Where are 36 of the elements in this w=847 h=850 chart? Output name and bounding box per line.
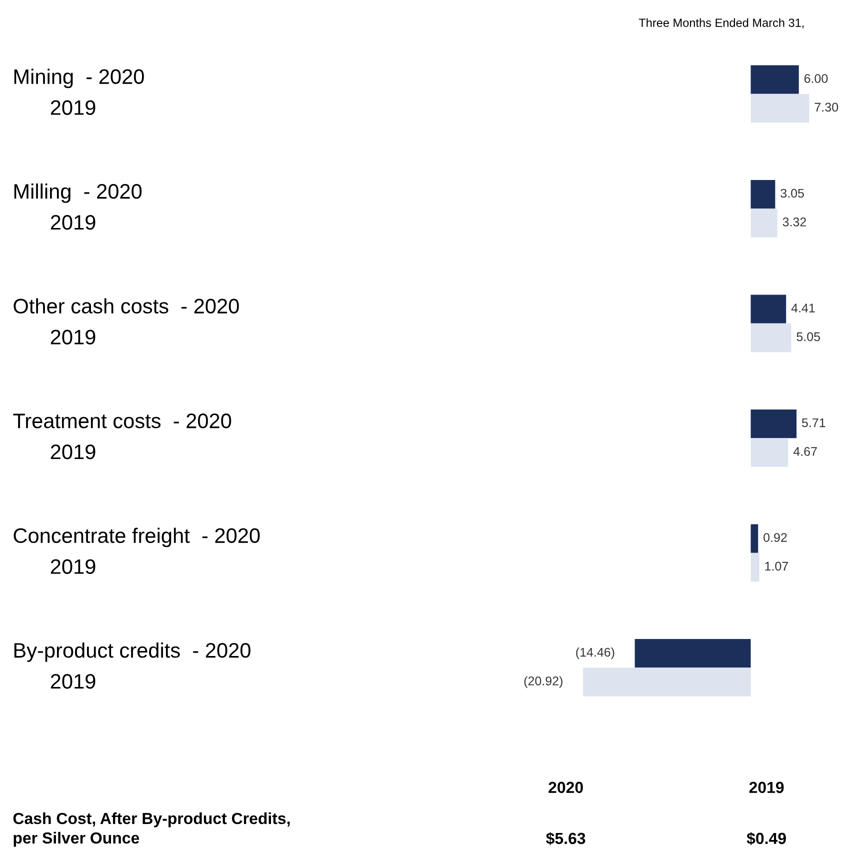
y-tick-label: Treatment costs - 2020 2019 — [13, 414, 232, 460]
data-label: 4.67 — [793, 447, 817, 456]
y-tick-label: Mining - 2020 2019 — [14, 68, 144, 116]
bar — [750, 409, 797, 438]
data-label: 3.05 — [780, 188, 804, 198]
bar — [750, 65, 799, 94]
text: Cash Cost, After By-product Credits, per Silver Ounce — [13, 812, 290, 847]
text: $5.63 — [546, 832, 586, 846]
bar — [634, 638, 751, 668]
bar — [750, 94, 810, 123]
text: $0.49 — [746, 832, 786, 846]
y-tick-label: Milling - 2020 2019 — [14, 183, 142, 230]
y-tick-label: Concentrate freight - 2020 2019 — [14, 528, 260, 574]
data-label: 4.41 — [791, 304, 815, 312]
data-label: 3.32 — [782, 218, 806, 226]
data-label: 6.00 — [804, 74, 828, 83]
bar — [750, 438, 788, 467]
data-label: 7.30 — [814, 102, 838, 112]
bar — [750, 208, 778, 238]
data-label: 0.92 — [764, 533, 787, 542]
bar — [750, 294, 786, 324]
data-label: (20.92) — [524, 676, 562, 688]
bar — [750, 552, 760, 582]
bar — [750, 180, 776, 209]
data-label: (14.46) — [576, 648, 614, 660]
text: Three Months Ended March 31, — [638, 18, 804, 28]
y-tick-label: By-product credits - 2020 2019 — [14, 642, 250, 689]
bar — [583, 668, 751, 696]
data-label: 1.07 — [765, 562, 788, 571]
y-tick-label: Other cash costs - 2020 2019 — [14, 298, 239, 345]
data-label: 5.05 — [796, 332, 820, 342]
bar — [750, 524, 758, 553]
bar — [750, 323, 792, 352]
text: 2020 — [548, 782, 583, 794]
text: 2019 — [749, 782, 784, 794]
data-label: 5.71 — [802, 418, 826, 428]
